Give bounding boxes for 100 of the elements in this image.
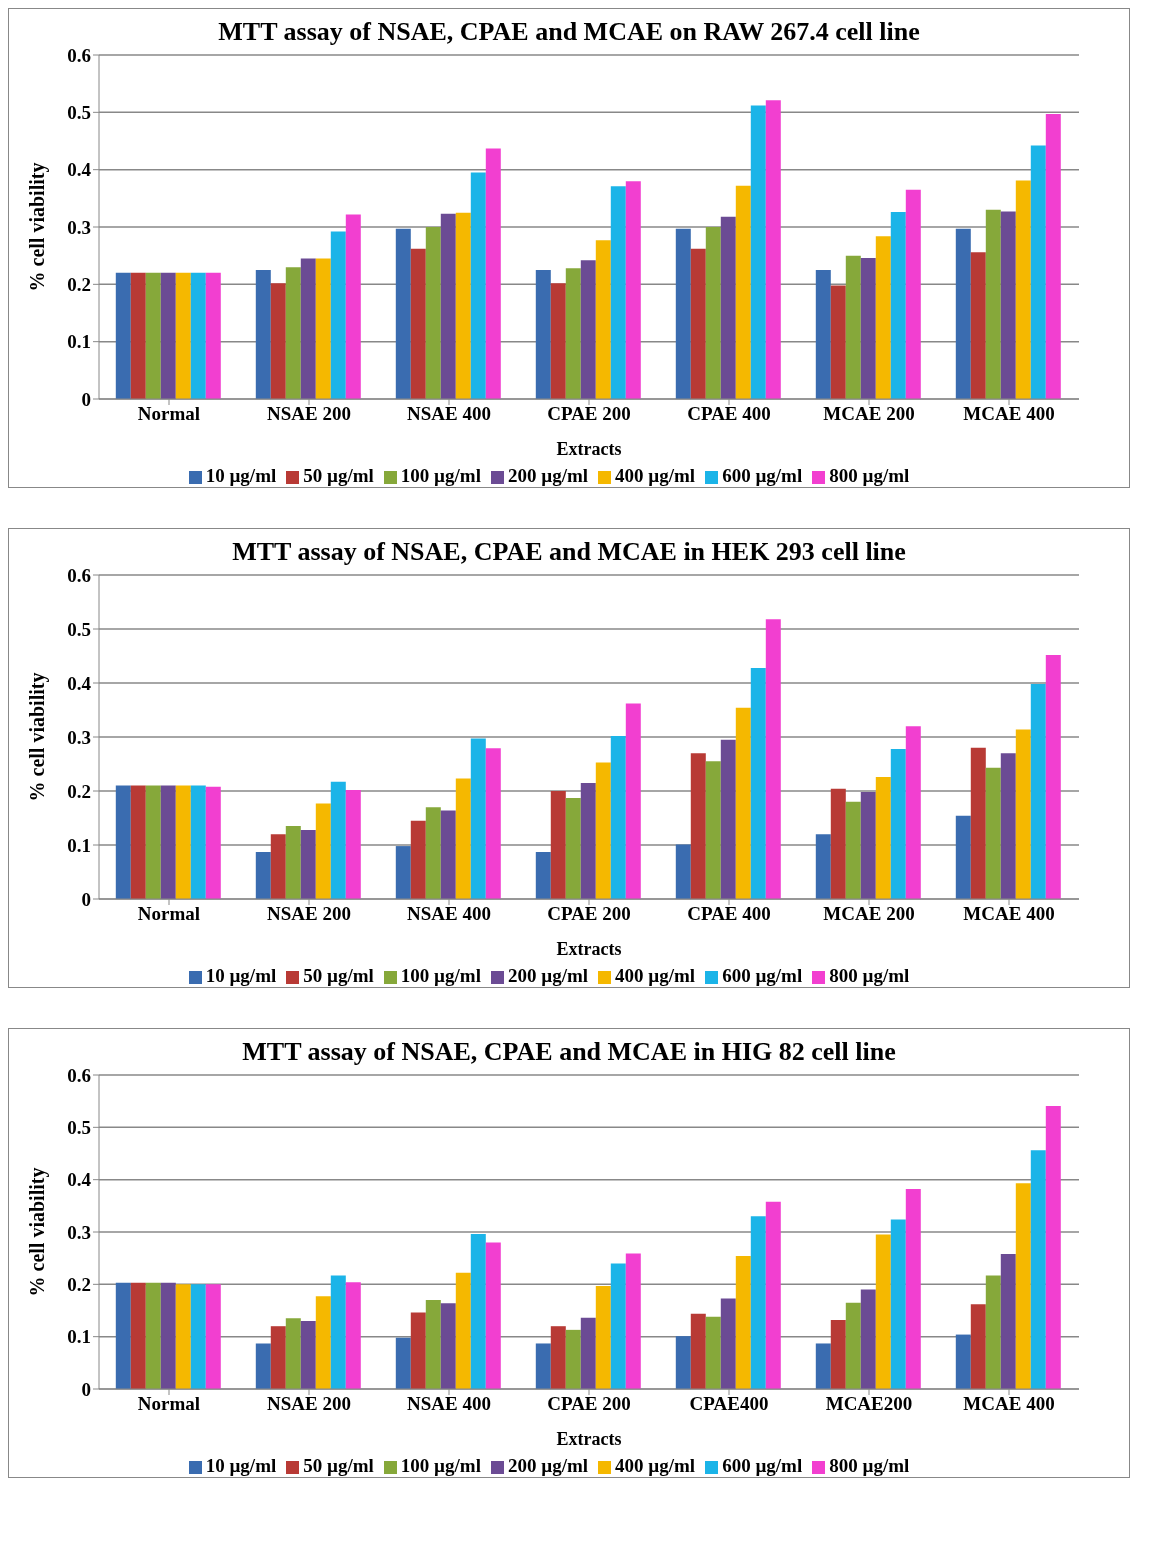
bar [750,105,766,399]
bar [845,1302,861,1389]
bar [735,1256,751,1389]
x-tick-label: MCAE 400 [963,1393,1055,1415]
x-tick-label: NSAE 400 [407,1393,491,1415]
bar [145,1282,161,1389]
bar [750,667,766,899]
bar [830,285,846,399]
bar [1045,114,1061,399]
bar [255,270,271,399]
bar [1030,684,1046,899]
bar [970,747,986,899]
bar [765,619,781,899]
bar [550,283,566,399]
bar [985,1275,1001,1389]
y-tick-label: 0 [81,388,91,410]
bar [970,252,986,399]
bar [470,1234,486,1389]
bar [705,1316,721,1389]
bar [1000,211,1016,399]
bar [625,181,641,399]
bar [190,785,206,899]
bar [425,1300,441,1389]
bar [905,1189,921,1389]
bar [690,248,706,399]
bar [130,785,146,899]
legend-label: 10 µg/ml [205,1455,277,1476]
bar [750,1216,766,1389]
bar [330,231,346,399]
bar [345,1282,361,1389]
bar [485,748,501,899]
x-tick-label: CPAE400 [689,1393,769,1415]
bar [765,100,781,399]
y-tick-label: 0.3 [67,726,91,748]
legend-label: 50 µg/ml [303,965,374,986]
bar [705,227,721,399]
x-tick-label: Normal [137,1393,201,1415]
bar [205,1284,221,1389]
bar [955,1334,971,1389]
bar [905,189,921,399]
legend-label: 400 µg/ml [615,965,696,986]
bar [330,781,346,899]
y-tick-label: 0.6 [67,1064,91,1086]
bar [815,270,831,399]
y-tick-label: 0 [81,888,91,910]
bar [535,852,551,899]
x-tick-label: MCAE 200 [823,903,915,925]
bar [845,801,861,899]
y-tick-label: 0.3 [67,1221,91,1243]
bar [890,1219,906,1389]
bar [610,1263,626,1389]
x-tick-label: MCAE 400 [963,403,1055,425]
bar [470,172,486,399]
legend-label: 400 µg/ml [615,1455,696,1476]
bar [765,1201,781,1389]
bar [875,236,891,399]
bar [860,792,876,899]
bar [580,1317,596,1389]
bar [190,1284,206,1389]
legend-label: 50 µg/ml [303,1455,374,1476]
x-tick-label: Normal [137,903,201,925]
x-tick-label: MCAE 400 [963,903,1055,925]
y-tick-label: 0.4 [67,159,92,181]
bar [395,228,411,399]
bar [330,1275,346,1389]
bar [675,1336,691,1389]
bar [455,1272,471,1389]
bar [160,1282,176,1389]
bar [315,803,331,899]
legend-label: 100 µg/ml [400,1455,481,1476]
x-tick-label: CPAE 400 [687,403,771,425]
bar [1015,1183,1031,1389]
legend-label: 200 µg/ml [507,465,589,486]
bar [1015,180,1031,399]
bar [440,213,456,399]
legend-label: 800 µg/ml [829,465,910,486]
bar [705,761,721,899]
x-tick-label: MCAE 200 [823,403,915,425]
bar [610,735,626,899]
bar [345,789,361,899]
bar [720,739,736,899]
bar [735,185,751,399]
bar [565,268,581,399]
x-tick-label: CPAE 400 [687,903,771,925]
legend-label: 800 µg/ml [829,1455,910,1476]
bar [815,834,831,899]
bar [255,852,271,899]
bar [625,1253,641,1389]
bar [130,1282,146,1389]
legend-label: 800 µg/ml [829,965,910,986]
bar [1030,145,1046,399]
bar [720,1298,736,1389]
bar [175,272,191,399]
bar [115,1282,131,1389]
bar [675,844,691,899]
bar [875,1234,891,1389]
bar [115,785,131,899]
bar [145,272,161,399]
bar [270,283,286,399]
y-axis-title: % cell viability [26,162,50,292]
